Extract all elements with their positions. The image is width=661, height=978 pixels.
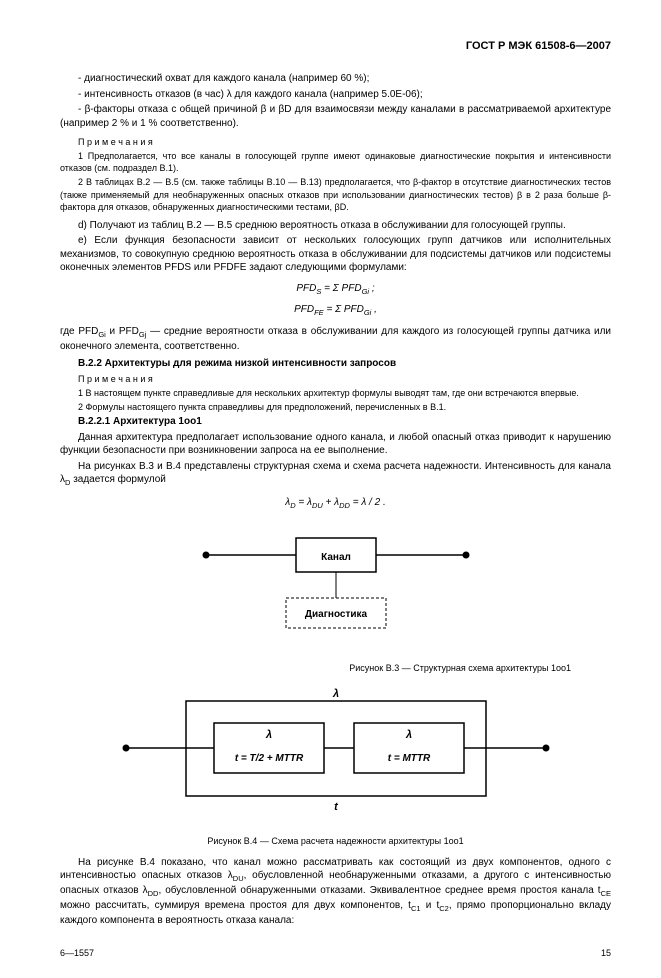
figure-b4-svg: λD λDU tC1 = T1/2 + MTTR λDD tC2 = MTTR … — [106, 683, 566, 823]
doc-header: ГОСТ Р МЭК 61508-6—2007 — [60, 40, 611, 52]
bullet-2: - интенсивность отказов (в час) λ для ка… — [60, 88, 611, 102]
note2-1: 1 В настоящем пункте справедливые для не… — [60, 387, 611, 399]
notes2-label: П р и м е ч а н и я — [60, 373, 611, 385]
fig-b4-tc1: tC1 = T1/2 + MTTR — [234, 753, 303, 764]
fig-b3-caption: Рисунок В.3 — Структурная схема архитект… — [60, 663, 611, 673]
figure-b3: Канал Диагностика — [60, 520, 611, 653]
formula-lambda: λD = λDU + λDD = λ / 2 . — [60, 497, 611, 510]
footer-left: 6—1557 — [60, 948, 94, 958]
section-b221: В.2.2.1 Архитектура 1oo1 — [60, 415, 611, 429]
arch-text: Данная архитектура предполагает использо… — [60, 431, 611, 458]
final-para: На рисунке В.4 показано, что канал можно… — [60, 856, 611, 928]
formula-pfds: PFDS = Σ PFDGi ; — [60, 283, 611, 296]
fig-b3-box1: Канал — [321, 552, 351, 563]
item-e: e) Если функция безопасности зависит от … — [60, 234, 611, 275]
note-1: 1 Предполагается, что все каналы в голос… — [60, 150, 611, 174]
note-2: 2 В таблицах В.2 — В.5 (см. также таблиц… — [60, 176, 611, 212]
section-b22: В.2.2 Архитектуры для режима низкой инте… — [60, 357, 611, 371]
page: ГОСТ Р МЭК 61508-6—2007 - диагностически… — [0, 0, 661, 978]
fig-b4-lambda-du: λDU — [264, 729, 271, 741]
figure-b4: λD λDU tC1 = T1/2 + MTTR λDD tC2 = MTTR … — [60, 683, 611, 826]
where-text: где PFDGi и PFDGj — средние вероятности … — [60, 325, 611, 354]
fig-b4-lambda-d: λD — [331, 688, 338, 700]
fig-b4-tc2: tC2 = MTTR — [387, 753, 430, 764]
fig-b3-box2: Диагностика — [304, 609, 367, 620]
figs-intro: На рисунках В.3 и В.4 представлены струк… — [60, 460, 611, 489]
note2-2: 2 Формулы настоящего пункта справедливы … — [60, 401, 611, 413]
item-d: d) Получают из таблиц В.2 — В.5 среднюю … — [60, 219, 611, 233]
fig-b4-caption: Рисунок В.4 — Схема расчета надежности а… — [60, 836, 611, 846]
footer-right: 15 — [601, 948, 611, 958]
notes-label: П р и м е ч а н и я — [60, 136, 611, 148]
figure-b3-svg: Канал Диагностика — [186, 520, 486, 650]
formula-pfdfe: PFDFE = Σ PFDGi , — [60, 304, 611, 317]
bullet-3: - β-факторы отказа с общей причиной β и … — [60, 103, 611, 130]
fig-b4-tce: tCE — [334, 801, 339, 813]
footer: 6—1557 15 — [60, 948, 611, 958]
fig-b4-lambda-dd: λDD — [404, 729, 411, 741]
bullet-1: - диагностический охват для каждого кана… — [60, 72, 611, 86]
